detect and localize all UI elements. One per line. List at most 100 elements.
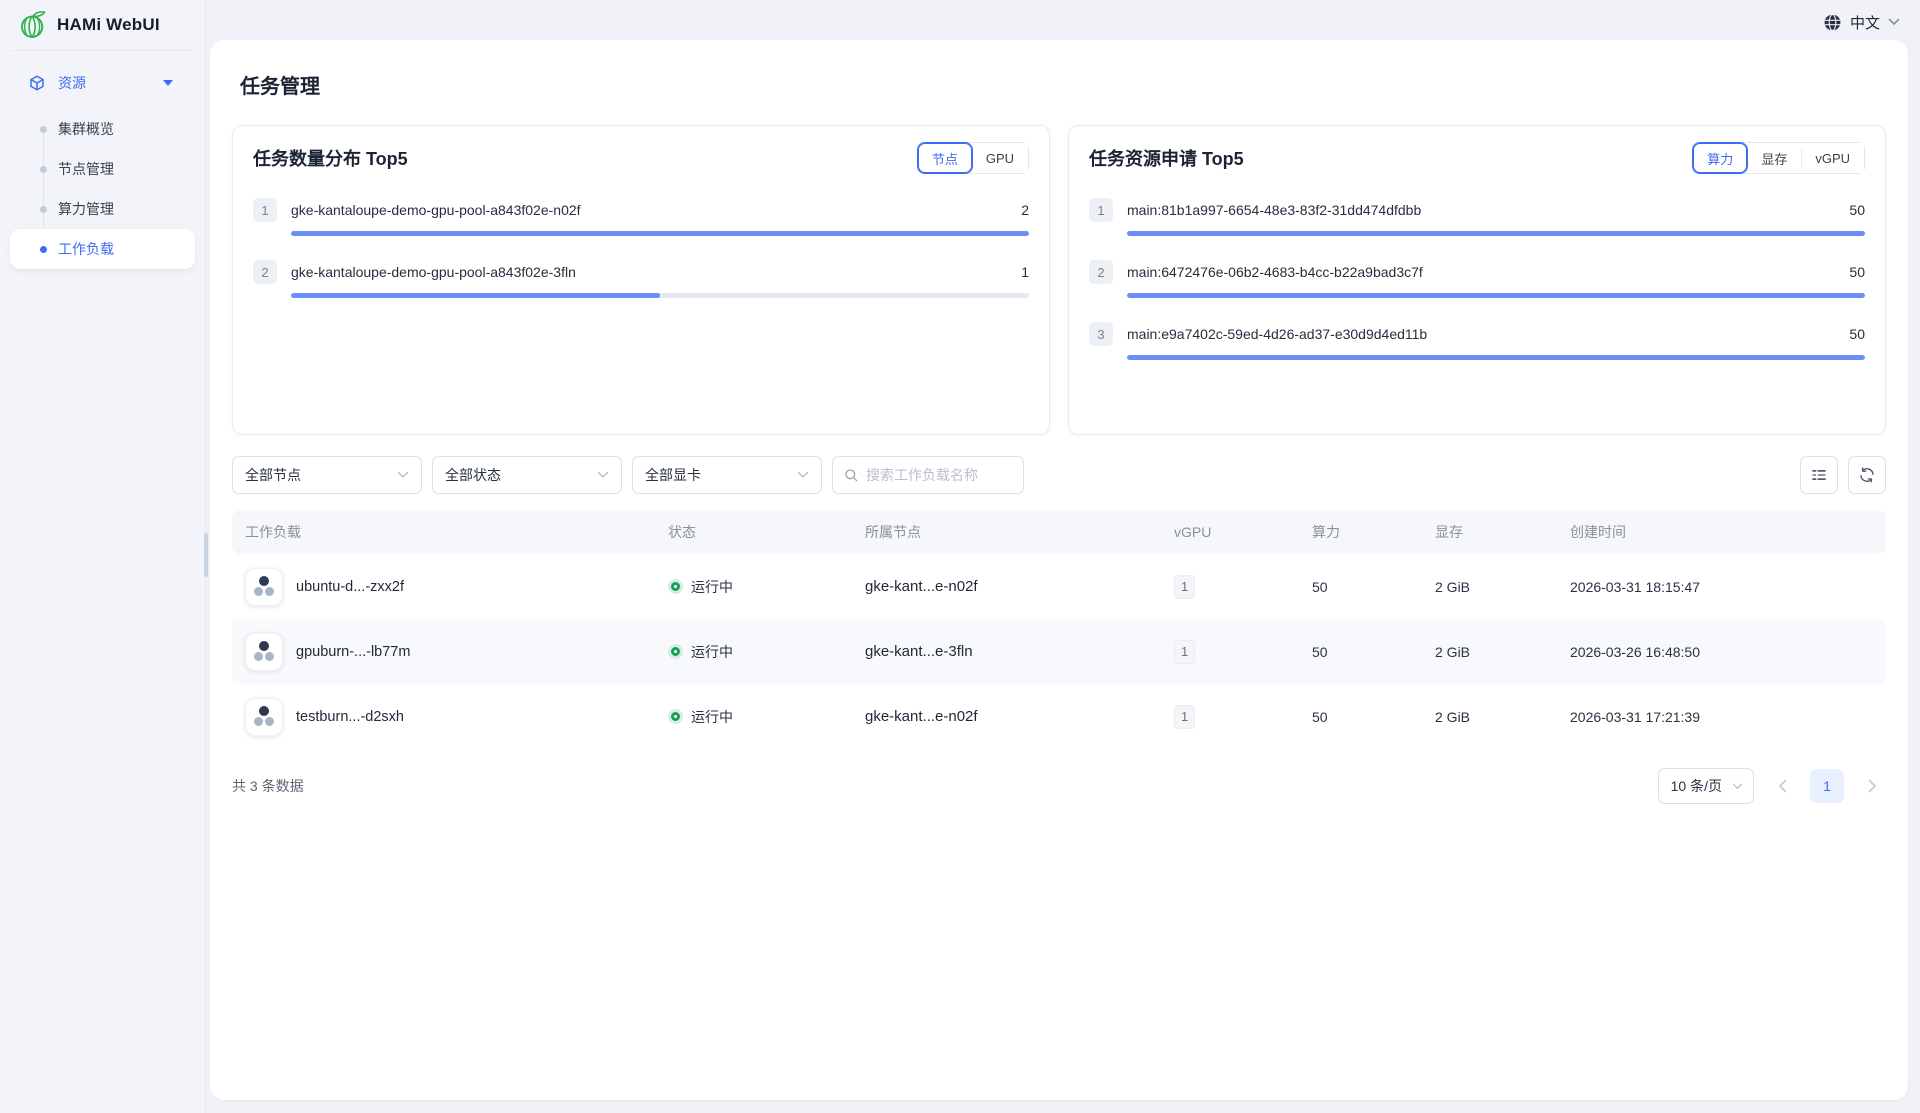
task-distribution-card: 任务数量分布 Top5 节点 GPU 1 gke-kantaloupe-demo…: [232, 125, 1050, 435]
column-settings-icon: [1812, 469, 1826, 481]
sidebar-item-label: 工作负载: [58, 241, 114, 257]
column-header-created: 创建时间: [1570, 524, 1626, 540]
bar-label: gke-kantaloupe-demo-gpu-pool-a843f02e-n0…: [291, 202, 581, 218]
tree-dot: [40, 125, 47, 133]
table-row[interactable]: testburn...-d2sxh 运行中 gke-kant...e-n02f …: [232, 684, 1886, 749]
tab-compute[interactable]: 算力: [1693, 143, 1748, 173]
node-filter-select[interactable]: 全部节点: [232, 456, 422, 494]
card-title: 任务资源申请 Top5: [1089, 149, 1244, 169]
card-title: 任务数量分布 Top5: [253, 149, 408, 169]
sidebar-section-label: 资源: [58, 75, 86, 91]
prev-page-button[interactable]: [1768, 779, 1796, 793]
chevron-down-icon: [397, 471, 409, 478]
list-item: 3 main:e9a7402c-59ed-4d26-ad37-e30d9d4ed…: [1089, 322, 1865, 360]
refresh-button[interactable]: [1848, 456, 1886, 494]
bar-track: [1127, 293, 1865, 298]
gpu-filter-select[interactable]: 全部显卡: [632, 456, 822, 494]
node-name: gke-kant...e-n02f: [865, 708, 978, 725]
tab-vgpu[interactable]: vGPU: [1801, 143, 1864, 173]
created-time: 2026-03-31 17:21:39: [1570, 708, 1700, 725]
memory-value: 2 GiB: [1435, 578, 1471, 595]
chevron-down-icon: [163, 80, 173, 86]
filter-row: 全部节点 全部状态 全部显卡: [232, 456, 1886, 494]
tab-node[interactable]: 节点: [917, 143, 972, 173]
language-label: 中文: [1849, 14, 1880, 32]
rank-badge: 1: [1089, 198, 1113, 222]
distribution-list: 1 gke-kantaloupe-demo-gpu-pool-a843f02e-…: [253, 198, 1029, 298]
bar-track: [291, 293, 1029, 298]
bar-value: 50: [1849, 326, 1865, 342]
column-header-workload: 工作负载: [245, 524, 301, 540]
bar-value: 50: [1849, 202, 1865, 218]
top-cards-row: 任务数量分布 Top5 节点 GPU 1 gke-kantaloupe-demo…: [232, 125, 1886, 435]
chevron-down-icon: [597, 471, 609, 478]
bar-track: [291, 231, 1029, 236]
compute-value: 50: [1312, 643, 1328, 660]
workload-table: 工作负载 状态 所属节点 vGPU 算力 显存 创建时间 ubuntu-d...…: [232, 510, 1886, 749]
sidebar-tree: 集群概览 节点管理 算力管理 工作负载: [10, 109, 195, 269]
sidebar-item-cluster-overview[interactable]: 集群概览: [10, 109, 195, 149]
app-logo-row: HAMi WebUI: [0, 0, 205, 50]
request-list: 1 main:81b1a997-6654-48e3-83f2-31dd474df…: [1089, 198, 1865, 360]
status-label: 运行中: [691, 643, 733, 660]
column-header-vgpu: vGPU: [1174, 524, 1212, 540]
bar-fill: [1127, 293, 1865, 298]
distribution-tab-group: 节点 GPU: [916, 142, 1029, 174]
workload-icon: [245, 632, 283, 671]
status-label: 运行中: [691, 708, 733, 725]
list-item: 1 gke-kantaloupe-demo-gpu-pool-a843f02e-…: [253, 198, 1029, 236]
sidebar: HAMi WebUI 资源 集群概览 节点管理 算力管理: [0, 0, 208, 1113]
sidebar-item-label: 算力管理: [58, 201, 114, 217]
memory-value: 2 GiB: [1435, 708, 1471, 725]
status-filter-select[interactable]: 全部状态: [432, 456, 622, 494]
sidebar-resize-handle[interactable]: [204, 533, 208, 577]
total-count: 共 3 条数据: [232, 778, 304, 794]
tree-dot: [40, 205, 47, 213]
bar-label: main:e9a7402c-59ed-4d26-ad37-e30d9d4ed11…: [1127, 326, 1428, 342]
cube-icon: [30, 75, 44, 91]
chevron-down-icon: [1732, 783, 1743, 789]
created-time: 2026-03-26 16:48:50: [1570, 643, 1700, 660]
chevron-down-icon: [1888, 18, 1900, 26]
page-number-1[interactable]: 1: [1810, 769, 1844, 803]
bar-fill: [1127, 355, 1865, 360]
table-row[interactable]: ubuntu-d...-zxx2f 运行中 gke-kant...e-n02f …: [232, 554, 1886, 619]
node-filter-value: 全部节点: [245, 467, 301, 483]
vgpu-badge: 1: [1174, 704, 1196, 729]
memory-value: 2 GiB: [1435, 643, 1471, 660]
table-row[interactable]: gpuburn-...-lb77m 运行中 gke-kant...e-3fln …: [232, 619, 1886, 684]
sidebar-item-node-management[interactable]: 节点管理: [10, 149, 195, 189]
column-header-node: 所属节点: [865, 524, 921, 540]
bar-label: main:6472476e-06b2-4683-b4cc-b22a9bad3c7…: [1127, 264, 1423, 280]
search-input[interactable]: [866, 467, 1013, 483]
page-size-value: 10 条/页: [1670, 778, 1722, 794]
column-settings-button[interactable]: [1800, 456, 1838, 494]
main-panel: 任务管理 任务数量分布 Top5 节点 GPU 1 gke-kantaloupe…: [210, 40, 1908, 1100]
list-item: 1 main:81b1a997-6654-48e3-83f2-31dd474df…: [1089, 198, 1865, 236]
status-label: 运行中: [691, 578, 733, 595]
bar-value: 1: [1021, 264, 1029, 280]
rank-badge: 2: [253, 260, 277, 284]
sidebar-section-resources[interactable]: 资源: [10, 65, 195, 101]
language-picker[interactable]: 中文: [1823, 8, 1900, 36]
sidebar-item-workloads[interactable]: 工作负载: [10, 229, 195, 269]
table-header: 工作负载 状态 所属节点 vGPU 算力 显存 创建时间: [232, 510, 1886, 554]
tab-memory[interactable]: 显存: [1747, 143, 1802, 173]
chevron-left-icon: [1778, 779, 1786, 793]
page-size-select[interactable]: 10 条/页: [1657, 768, 1754, 804]
next-page-button[interactable]: [1858, 779, 1886, 793]
workload-name: ubuntu-d...-zxx2f: [296, 578, 404, 595]
pagination: 10 条/页 1: [1657, 768, 1886, 804]
sidebar-item-compute-management[interactable]: 算力管理: [10, 189, 195, 229]
tab-gpu[interactable]: GPU: [971, 143, 1028, 173]
rank-badge: 2: [1089, 260, 1113, 284]
bar-value: 50: [1849, 264, 1865, 280]
column-header-memory: 显存: [1435, 524, 1463, 540]
sidebar-nav: 资源 集群概览 节点管理 算力管理 工作负载: [0, 51, 205, 269]
bar-track: [1127, 231, 1865, 236]
chevron-down-icon: [797, 471, 809, 478]
tree-dot: [40, 245, 47, 253]
column-header-compute: 算力: [1312, 524, 1340, 540]
list-item: 2 main:6472476e-06b2-4683-b4cc-b22a9bad3…: [1089, 260, 1865, 298]
sidebar-divider: [12, 50, 193, 51]
